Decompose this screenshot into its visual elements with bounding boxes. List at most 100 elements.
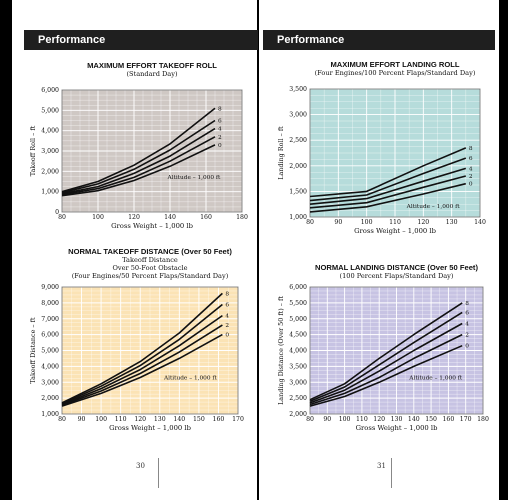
x-tick-label: 140: [164, 214, 176, 221]
chart-title: MAXIMUM EFFORT TAKEOFF ROLL: [87, 61, 217, 70]
x-tick-label: 170: [460, 416, 472, 423]
x-tick-label: 80: [306, 219, 314, 226]
x-tick-label: 100: [339, 416, 351, 423]
series-line-4: [309, 167, 467, 205]
x-axis-label: Gross Weight – 1,000 lb: [354, 227, 437, 235]
x-tick-label: 80: [306, 416, 314, 423]
series-line-8: [61, 107, 216, 193]
series-line-2: [309, 333, 463, 406]
plot-frame: [309, 88, 481, 218]
x-tick-label: 140: [173, 416, 185, 423]
chart-subtitle: Over 50-Foot Obstacle: [112, 264, 187, 272]
x-tick-label: 110: [115, 416, 127, 423]
y-tick-label: 5,000: [41, 348, 59, 355]
series-label: 0: [465, 344, 469, 350]
series-line-0: [61, 144, 216, 197]
left-page-number: 30: [136, 462, 145, 470]
y-tick-label: 2,000: [41, 168, 59, 175]
y-tick-label: 5,000: [41, 107, 59, 114]
x-tick-label: 180: [236, 214, 248, 221]
x-tick-label: 110: [356, 416, 368, 423]
y-tick-label: 5,000: [289, 316, 307, 323]
y-tick-label: 2,500: [289, 137, 307, 144]
series-label: 4: [465, 322, 469, 328]
x-tick-label: 150: [425, 416, 437, 423]
right-page: Performance 31: [259, 0, 499, 500]
plot-frame: [61, 89, 243, 213]
y-tick-label: 8,000: [41, 300, 59, 307]
altitude-annotation: Altitude – 1,000 ft: [408, 376, 463, 382]
series-label: 8: [218, 106, 222, 112]
y-tick-label: 4,500: [289, 332, 307, 339]
series-label: 2: [218, 135, 222, 141]
altitude-annotation: Altitude – 1,000 ft: [406, 204, 461, 210]
series-line-0: [309, 182, 466, 213]
x-tick-label: 120: [128, 214, 140, 221]
y-tick-label: 3,000: [289, 112, 307, 119]
y-tick-label: 0: [55, 209, 59, 216]
x-axis-label: Gross Weight – 1,000 lb: [111, 222, 194, 230]
x-tick-label: 160: [213, 416, 225, 423]
x-axis-label: Gross Weight – 1,000 lb: [109, 424, 192, 432]
series-line-6: [309, 311, 463, 403]
series-label: 6: [465, 310, 469, 316]
x-tick-label: 120: [134, 416, 146, 423]
series-line-8: [309, 147, 467, 198]
left-page: Performance 30: [12, 0, 258, 500]
series-label: 6: [469, 156, 473, 162]
series-label: 4: [225, 314, 229, 320]
series-line-4: [309, 322, 463, 404]
series-label: 8: [469, 146, 473, 152]
x-tick-label: 100: [95, 416, 107, 423]
series-label: 2: [225, 323, 229, 329]
plot-frame: [61, 286, 239, 415]
x-tick-label: 160: [442, 416, 454, 423]
y-tick-label: 3,000: [289, 379, 307, 386]
y-axis-label: Landing Distance (Over 50 ft) – ft: [277, 296, 285, 405]
chart-subtitle: (Four Engines/50 Percent Flaps/Standard …: [72, 272, 229, 280]
y-axis-label: Takeoff Roll – ft: [29, 125, 37, 176]
y-tick-label: 2,000: [289, 163, 307, 170]
y-tick-label: 2,000: [289, 411, 307, 418]
series-line-6: [61, 303, 223, 405]
x-tick-label: 110: [389, 219, 401, 226]
y-tick-label: 9,000: [41, 284, 59, 291]
y-tick-label: 2,500: [289, 395, 307, 402]
y-tick-label: 3,500: [289, 86, 307, 93]
altitude-annotation: Altitude – 1,000 ft: [166, 175, 221, 181]
y-tick-label: 1,000: [41, 189, 59, 196]
x-tick-label: 120: [373, 416, 385, 423]
x-tick-label: 130: [154, 416, 166, 423]
y-tick-label: 3,000: [41, 379, 59, 386]
series-line-2: [61, 136, 216, 196]
series-label: 2: [469, 174, 473, 180]
y-tick-label: 6,000: [41, 332, 59, 339]
altitude-annotation: Altitude – 1,000 ft: [163, 376, 218, 382]
series-line-0: [61, 333, 223, 407]
series-line-8: [61, 292, 223, 404]
series-line-4: [61, 314, 223, 406]
series-label: 4: [218, 127, 222, 133]
series-label: 0: [218, 143, 222, 149]
series-line-2: [61, 324, 223, 407]
chart-subtitle: (Four Engines/100 Percent Flaps/Standard…: [315, 69, 476, 77]
x-tick-label: 140: [408, 416, 420, 423]
chart-title: MAXIMUM EFFORT LANDING ROLL: [330, 60, 459, 69]
right-section-header: Performance: [263, 30, 495, 50]
x-tick-label: 100: [361, 219, 373, 226]
x-tick-label: 90: [78, 416, 86, 423]
right-page-number: 31: [377, 462, 386, 470]
chart-title: NORMAL LANDING DISTANCE (Over 50 Feet): [315, 263, 478, 272]
series-label: 0: [469, 182, 473, 188]
x-tick-label: 90: [323, 416, 331, 423]
series-label: 4: [469, 166, 473, 172]
plot-frame: [309, 286, 484, 415]
chart-title: NORMAL TAKEOFF DISTANCE (Over 50 Feet): [68, 247, 232, 256]
x-tick-label: 100: [92, 214, 104, 221]
series-label: 8: [225, 291, 229, 297]
x-axis-label: Gross Weight – 1,000 lb: [356, 424, 439, 432]
y-tick-label: 7,000: [41, 316, 59, 323]
y-tick-label: 4,000: [41, 363, 59, 370]
series-line-6: [309, 157, 467, 202]
